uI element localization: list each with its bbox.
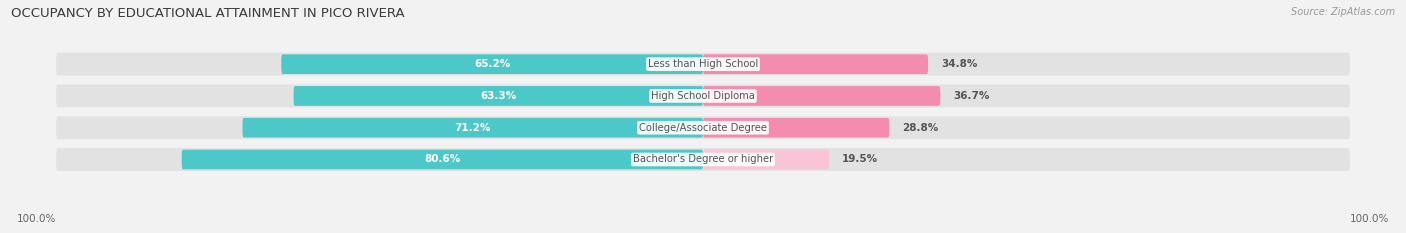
FancyBboxPatch shape bbox=[242, 118, 703, 137]
Text: Less than High School: Less than High School bbox=[648, 59, 758, 69]
Text: 36.7%: 36.7% bbox=[953, 91, 990, 101]
Text: 71.2%: 71.2% bbox=[454, 123, 491, 133]
FancyBboxPatch shape bbox=[281, 54, 703, 74]
FancyBboxPatch shape bbox=[56, 148, 1350, 171]
FancyBboxPatch shape bbox=[56, 85, 1350, 107]
Text: College/Associate Degree: College/Associate Degree bbox=[638, 123, 768, 133]
Text: Source: ZipAtlas.com: Source: ZipAtlas.com bbox=[1291, 7, 1395, 17]
Text: 19.5%: 19.5% bbox=[842, 154, 879, 164]
FancyBboxPatch shape bbox=[703, 54, 928, 74]
Text: 65.2%: 65.2% bbox=[474, 59, 510, 69]
Text: 63.3%: 63.3% bbox=[481, 91, 516, 101]
FancyBboxPatch shape bbox=[703, 86, 941, 106]
Text: 100.0%: 100.0% bbox=[17, 214, 56, 224]
FancyBboxPatch shape bbox=[56, 53, 1350, 76]
FancyBboxPatch shape bbox=[294, 86, 703, 106]
Text: 100.0%: 100.0% bbox=[1350, 214, 1389, 224]
Text: 28.8%: 28.8% bbox=[903, 123, 938, 133]
FancyBboxPatch shape bbox=[703, 118, 889, 137]
FancyBboxPatch shape bbox=[56, 116, 1350, 139]
Text: 80.6%: 80.6% bbox=[425, 154, 461, 164]
FancyBboxPatch shape bbox=[703, 150, 830, 169]
FancyBboxPatch shape bbox=[181, 150, 703, 169]
Text: High School Diploma: High School Diploma bbox=[651, 91, 755, 101]
Text: Bachelor's Degree or higher: Bachelor's Degree or higher bbox=[633, 154, 773, 164]
Text: 34.8%: 34.8% bbox=[941, 59, 977, 69]
Legend: Owner-occupied, Renter-occupied: Owner-occupied, Renter-occupied bbox=[583, 230, 823, 233]
Text: OCCUPANCY BY EDUCATIONAL ATTAINMENT IN PICO RIVERA: OCCUPANCY BY EDUCATIONAL ATTAINMENT IN P… bbox=[11, 7, 405, 20]
